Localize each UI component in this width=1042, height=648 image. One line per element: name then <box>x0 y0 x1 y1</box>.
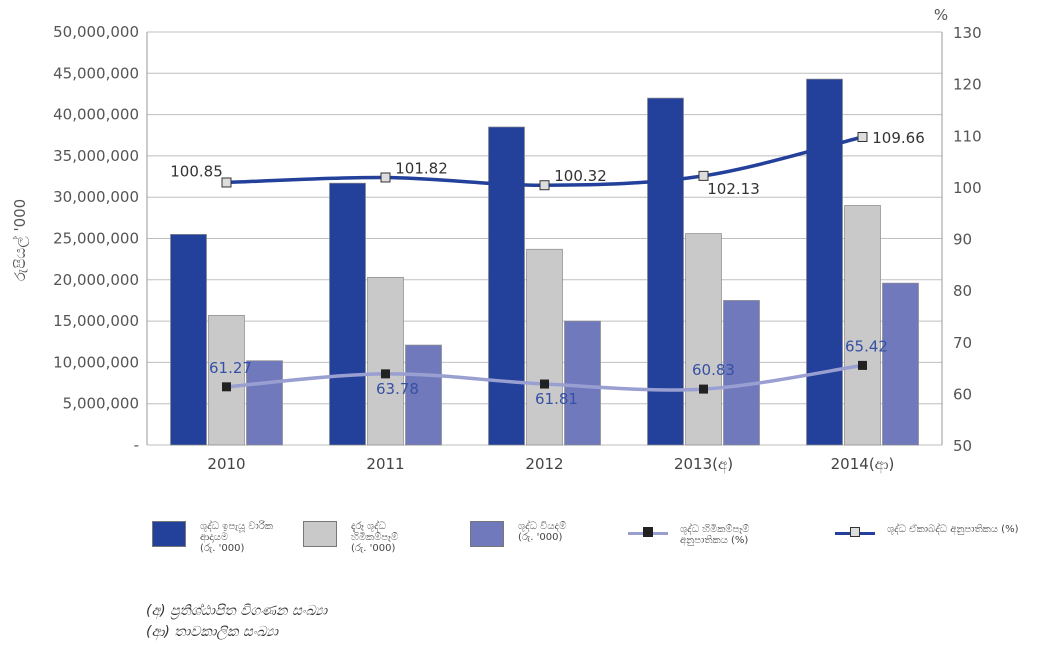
legend-swatch-net-expenses <box>470 521 504 547</box>
y-right-tick-label: 80 <box>953 282 972 300</box>
line-point <box>699 384 708 394</box>
line-point <box>221 177 232 188</box>
legend-label-net-earned-premium: ශුද්ධ ඉපැයූ වාරික ආදායම (රු. '000) <box>200 521 274 554</box>
y-right-tick-label: 100 <box>953 179 982 197</box>
y-right-tick-label: 110 <box>953 127 982 145</box>
y-left-tick-label: 35,000,000 <box>53 147 139 165</box>
y-left-tick-label: 5,000,000 <box>63 395 139 413</box>
bar <box>564 320 601 446</box>
line-point <box>857 132 868 143</box>
data-label: 102.13 <box>707 180 760 198</box>
bar <box>685 233 722 446</box>
line-point <box>380 172 391 183</box>
y-right-tick-label: 60 <box>953 385 972 403</box>
y-left-tick-label: 15,000,000 <box>53 312 139 330</box>
data-label: 61.27 <box>209 359 252 377</box>
x-tick-label: 2011 <box>366 455 404 473</box>
y-left-tick-label: 50,000,000 <box>53 23 139 41</box>
bar <box>844 205 881 446</box>
y-left-tick-label: 20,000,000 <box>53 271 139 289</box>
line-point <box>539 180 550 191</box>
series-line <box>226 135 863 187</box>
legend-marker-net-claims-ratio <box>628 526 668 540</box>
bar <box>488 126 525 446</box>
legend-item-net-expenses: ශුද්ධ වියදම් (රු. '000) <box>470 521 566 547</box>
y-left-tick-label: - <box>134 436 139 454</box>
data-label: 61.81 <box>535 390 578 408</box>
legend-item-net-earned-premium: ශුද්ධ ඉපැයූ වාරික ආදායම (රු. '000) <box>152 521 273 554</box>
y-right-tick-label: 120 <box>953 76 982 94</box>
legend-item-net-combined-ratio: ශුද්ධ ඒකාබද්ධ අනුපාතිකය (%) <box>835 524 1018 540</box>
data-label: 109.66 <box>872 129 925 147</box>
footnote-a: (අ) ප්‍රතිශ්ඨාපිත විගණන සංඛ්‍යා <box>146 603 328 619</box>
footnote-b: (ආ) තාවකාලික සංඛ්‍යා <box>146 624 278 640</box>
bar <box>723 300 760 446</box>
bar <box>405 344 442 446</box>
line-point <box>858 360 867 370</box>
data-label: 63.78 <box>376 380 419 398</box>
combo-chart: - 5,000,000 10,000,000 15,000,000 20,000,000… <box>11 6 982 474</box>
y-left-tick-label: 45,000,000 <box>53 64 139 82</box>
legend-item-net-claims-incurred: දැරූ ශුද්ධ හිමිකම්පෑම් (රු. '000) <box>303 521 398 554</box>
legend-label-net-claims-incurred: දැරූ ශුද්ධ හිමිකම්පෑම් (රු. '000) <box>351 521 399 554</box>
data-label: 101.82 <box>395 159 448 177</box>
legend-item-net-claims-ratio: ශුද්ධ හිමිකම්පෑම් අනුපාතිකය (%) <box>628 524 749 546</box>
bar <box>208 314 245 446</box>
y-right-tick-label: 70 <box>953 334 972 352</box>
bar <box>882 282 919 446</box>
legend-label-net-combined-ratio: ශුද්ධ ඒකාබද්ධ අනුපාතිකය (%) <box>887 524 1019 535</box>
bar <box>806 78 843 446</box>
y-right-axis-title: % <box>934 6 948 24</box>
y-right-tick-label: 130 <box>953 24 982 42</box>
line-point <box>698 170 709 181</box>
x-tick-label: 2013(අ) <box>674 455 733 474</box>
legend-swatch-net-earned-premium <box>152 521 186 547</box>
x-tick-label: 2014(ආ) <box>831 455 895 474</box>
y-left-axis-title: රුපියල් '000 <box>11 199 29 281</box>
bar <box>246 360 283 446</box>
line-point <box>381 369 390 379</box>
footnotes: (අ) ප්‍රතිශ්ඨාපිත විගණන සංඛ්‍යා (ආ) තාවක… <box>146 601 327 643</box>
data-label: 100.32 <box>554 167 607 185</box>
bar <box>647 97 684 446</box>
legend-marker-net-combined-ratio <box>835 526 875 540</box>
legend-label-net-expenses: ශුද්ධ වියදම් (රු. '000) <box>518 521 567 543</box>
x-tick-label: 2010 <box>207 455 245 473</box>
data-label: 65.42 <box>845 337 888 355</box>
bar <box>329 182 366 446</box>
y-left-tick-label: 25,000,000 <box>53 230 139 248</box>
bar <box>170 234 207 446</box>
y-left-tick-label: 10,000,000 <box>53 353 139 371</box>
line-point <box>222 382 231 392</box>
y-right-tick-label: 50 <box>953 437 972 455</box>
line-point <box>540 379 549 389</box>
legend: ශුද්ධ ඉපැයූ වාරික ආදායම (රු. '000) දැරූ … <box>0 515 1042 575</box>
y-right-tick-label: 90 <box>953 231 972 249</box>
legend-label-net-claims-ratio: ශුද්ධ හිමිකම්පෑම් අනුපාතිකය (%) <box>680 524 750 546</box>
data-label: 100.85 <box>170 162 223 180</box>
data-label: 60.83 <box>692 361 735 379</box>
legend-swatch-net-claims-incurred <box>303 521 337 547</box>
bar <box>526 248 563 446</box>
x-tick-label: 2012 <box>525 455 563 473</box>
y-left-tick-label: 30,000,000 <box>53 188 139 206</box>
bar <box>367 276 404 446</box>
y-left-tick-label: 40,000,000 <box>53 106 139 124</box>
